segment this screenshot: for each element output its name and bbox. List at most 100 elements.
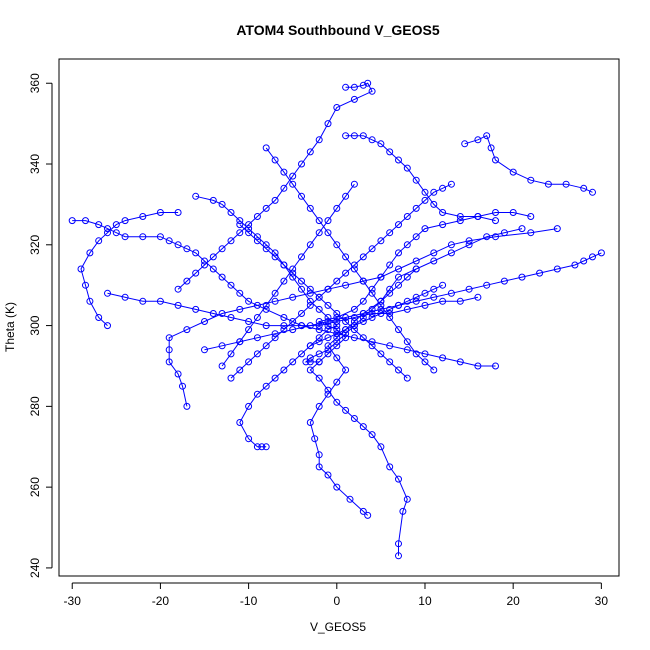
data-point: [306, 301, 314, 309]
series-line: [265, 147, 435, 371]
data-point: [280, 326, 288, 334]
data-point: [262, 443, 270, 451]
data-point: [386, 289, 394, 297]
data-point: [271, 249, 279, 257]
data-point: [333, 310, 341, 317]
data-point: [306, 322, 314, 330]
data-point: [104, 322, 111, 330]
data-point: [368, 136, 376, 144]
data-point: [315, 374, 323, 382]
data-point: [245, 402, 253, 410]
data-point: [209, 265, 217, 273]
data-point: [492, 362, 499, 370]
data-point: [368, 289, 376, 297]
data-point: [395, 265, 402, 273]
data-point: [311, 435, 319, 443]
data-point: [342, 281, 350, 289]
data-point: [315, 217, 323, 225]
x-tick-label: 30: [595, 594, 609, 608]
y-tick-label: 360: [28, 73, 42, 93]
data-point: [395, 273, 402, 281]
data-point: [395, 540, 402, 548]
data-point: [342, 192, 350, 200]
data-point: [245, 297, 253, 305]
data-point: [395, 249, 402, 257]
data-point: [333, 277, 341, 285]
data-point: [121, 217, 129, 225]
series-line: [72, 220, 496, 367]
data-point: [315, 229, 323, 237]
data-point: [236, 217, 244, 225]
y-tick-label: 240: [28, 558, 42, 578]
data-point: [350, 415, 358, 422]
data-point: [333, 104, 341, 111]
data-point: [298, 277, 305, 285]
data-point: [483, 233, 491, 241]
data-point: [368, 310, 376, 317]
data-point: [562, 180, 570, 188]
data-point: [121, 233, 129, 241]
data-point: [412, 204, 420, 212]
data-point: [368, 338, 376, 346]
data-point: [179, 382, 186, 390]
data-point: [306, 419, 314, 426]
data-point: [492, 217, 499, 225]
data-point: [289, 269, 297, 277]
data-point: [236, 366, 244, 374]
data-point: [421, 358, 429, 366]
data-point: [315, 334, 323, 342]
data-point: [456, 297, 464, 305]
data-point: [271, 374, 279, 382]
data-point: [492, 156, 499, 164]
data-point: [359, 253, 367, 261]
data-point: [386, 148, 394, 156]
data-point: [139, 297, 147, 305]
data-point: [245, 435, 253, 443]
data-point: [483, 132, 491, 140]
data-point: [597, 249, 605, 257]
data-point: [439, 297, 447, 305]
data-point: [253, 314, 261, 321]
series-line: [310, 284, 443, 347]
data-point: [474, 136, 482, 144]
series-line: [345, 135, 496, 222]
data-point: [333, 398, 341, 406]
data-point: [333, 204, 341, 212]
data-point: [342, 269, 350, 277]
data-point: [333, 354, 341, 362]
data-point: [364, 79, 372, 87]
data-point: [253, 390, 261, 398]
data-point: [509, 209, 517, 216]
data-point: [174, 241, 182, 249]
data-point: [236, 289, 244, 297]
data-point: [245, 229, 253, 237]
data-point: [315, 358, 323, 366]
data-point: [236, 419, 244, 426]
data-point: [324, 318, 332, 325]
data-point: [315, 463, 323, 471]
data-point: [245, 318, 253, 325]
data-point: [395, 221, 402, 229]
data-point: [412, 350, 420, 358]
data-point: [236, 229, 244, 237]
data-point: [192, 192, 200, 200]
series-line: [309, 228, 523, 516]
data-point: [368, 431, 376, 439]
data-point: [165, 237, 173, 245]
data-point: [544, 180, 552, 188]
data-point: [412, 297, 420, 305]
data-point: [465, 241, 473, 249]
x-tick-label: 20: [506, 594, 520, 608]
data-point: [315, 136, 323, 144]
data-point: [227, 281, 235, 289]
series-line: [239, 224, 408, 379]
data-point: [227, 350, 235, 358]
data-point: [536, 269, 544, 277]
y-tick-label: 320: [28, 234, 42, 254]
data-point: [68, 217, 76, 225]
data-point: [227, 209, 235, 216]
data-point: [218, 342, 226, 350]
data-point: [474, 213, 482, 220]
data-point: [262, 382, 270, 390]
data-point: [324, 217, 332, 225]
